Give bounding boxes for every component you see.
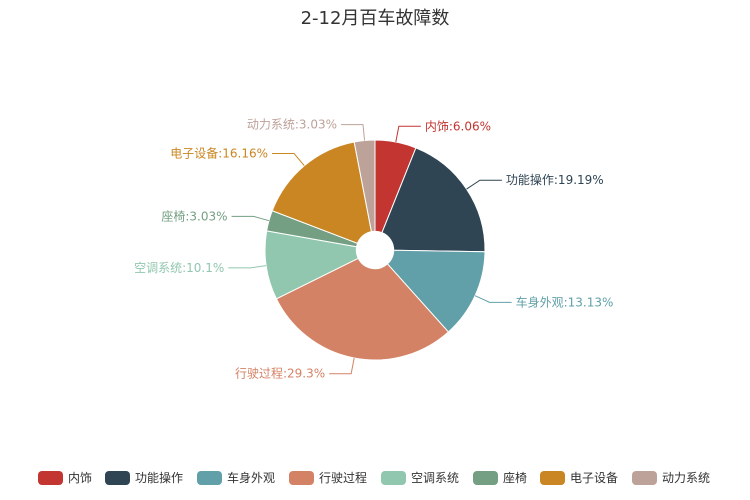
leader-line-4 bbox=[329, 357, 355, 375]
legend-label: 电子设备 bbox=[570, 471, 618, 485]
slice-label-3: 车身外观:13.13% bbox=[516, 294, 614, 309]
legend-item-1[interactable]: 内饰 bbox=[38, 471, 92, 485]
legend-swatch bbox=[38, 471, 63, 485]
leader-line-2 bbox=[466, 179, 502, 190]
legend-swatch bbox=[540, 471, 565, 485]
legend-item-4[interactable]: 行驶过程 bbox=[289, 470, 367, 485]
leader-line-7 bbox=[272, 152, 305, 167]
legend-swatch bbox=[197, 471, 222, 485]
legend-label: 座椅 bbox=[503, 470, 527, 485]
slice-label-4: 行驶过程:29.3% bbox=[235, 366, 325, 381]
legend-swatch bbox=[632, 471, 657, 485]
legend-swatch bbox=[473, 471, 498, 485]
legend-swatch bbox=[105, 471, 130, 485]
pie-slice-7[interactable] bbox=[271, 141, 373, 244]
slice-label-1: 内饰:6.06% bbox=[425, 119, 491, 133]
pie-slice-8[interactable] bbox=[353, 139, 376, 233]
pie-slice-4[interactable] bbox=[275, 257, 450, 361]
leader-line-8 bbox=[341, 124, 366, 141]
leader-line-1 bbox=[395, 125, 421, 143]
slice-label-8: 动力系统:3.03% bbox=[247, 118, 337, 132]
legend-label: 车身外观 bbox=[227, 470, 275, 485]
legend-label: 行驶过程 bbox=[319, 470, 367, 485]
legend-item-8[interactable]: 动力系统 bbox=[632, 471, 710, 485]
slice-label-7: 电子设备:16.16% bbox=[170, 146, 268, 160]
leader-line-3 bbox=[474, 295, 512, 303]
leader-line-6 bbox=[231, 215, 270, 222]
slice-label-2: 功能操作:19.19% bbox=[506, 172, 604, 187]
legend-item-3[interactable]: 车身外观 bbox=[197, 470, 275, 485]
pie-slices bbox=[264, 139, 486, 361]
legend-label: 空调系统 bbox=[411, 471, 459, 485]
legend-label: 动力系统 bbox=[662, 471, 710, 485]
legend-swatch bbox=[289, 471, 314, 485]
slice-label-5: 空调系统:10.1% bbox=[134, 261, 224, 275]
slice-label-6: 座椅:3.03% bbox=[161, 208, 227, 223]
pie-slice-2[interactable] bbox=[381, 147, 486, 253]
legend-item-6[interactable]: 座椅 bbox=[473, 470, 527, 485]
chart-title: 2-12月百车故障数 bbox=[300, 8, 450, 29]
legend-item-5[interactable]: 空调系统 bbox=[381, 471, 459, 485]
legend-swatch bbox=[381, 471, 406, 485]
pie-slice-3[interactable] bbox=[386, 249, 486, 333]
pie-labels: 内饰:6.06% 功能操作:19.19% 车身外观:13.13% 行驶过程:29.3%… bbox=[134, 118, 613, 381]
legend: 内饰 功能操作 车身外观 行驶过程 空调系统 座椅 电子设备 动力系统 bbox=[38, 470, 710, 485]
legend-item-2[interactable]: 功能操作 bbox=[105, 470, 183, 485]
legend-label: 内饰 bbox=[68, 471, 92, 485]
leader-line-5 bbox=[228, 265, 267, 269]
legend-item-7[interactable]: 电子设备 bbox=[540, 471, 618, 485]
legend-label: 功能操作 bbox=[135, 470, 183, 485]
